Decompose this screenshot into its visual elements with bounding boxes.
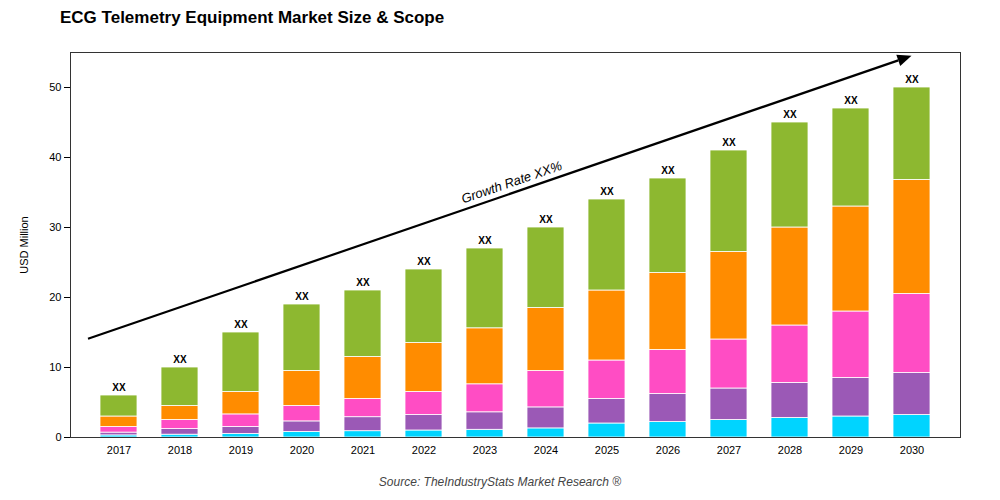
svg-text:XX: XX: [234, 319, 248, 330]
svg-text:XX: XX: [783, 109, 797, 120]
svg-text:2021: 2021: [351, 444, 375, 456]
svg-text:2028: 2028: [778, 444, 802, 456]
svg-text:2022: 2022: [412, 444, 436, 456]
svg-text:XX: XX: [356, 277, 370, 288]
svg-text:XX: XX: [295, 291, 309, 302]
svg-text:10: 10: [49, 361, 61, 373]
svg-text:2030: 2030: [900, 444, 924, 456]
html-text:ECG Telemetry Equipment Market: ECG Telemetry Equipment Market Size & Sc…: [60, 8, 445, 27]
svg-text:0: 0: [55, 431, 61, 443]
svg-text:2027: 2027: [717, 444, 741, 456]
svg-text:XX: XX: [478, 235, 492, 246]
svg-text:USD Million: USD Million: [18, 216, 30, 273]
svg-text:2025: 2025: [595, 444, 619, 456]
svg-text:XX: XX: [112, 382, 126, 393]
svg-text:XX: XX: [905, 74, 919, 85]
svg-text:XX: XX: [539, 214, 553, 225]
svg-text:2019: 2019: [229, 444, 253, 456]
html-text:Source: TheIndustryStats Marke: Source: TheIndustryStats Market Research…: [378, 475, 622, 489]
svg-text:XX: XX: [844, 95, 858, 106]
svg-text:20: 20: [49, 291, 61, 303]
svg-text:2023: 2023: [473, 444, 497, 456]
svg-text:50: 50: [49, 81, 61, 93]
svg-text:XX: XX: [173, 354, 187, 365]
svg-text:XX: XX: [600, 186, 614, 197]
svg-text:2026: 2026: [656, 444, 680, 456]
svg-text:2020: 2020: [290, 444, 314, 456]
svg-text:2017: 2017: [107, 444, 131, 456]
svg-text:40: 40: [49, 151, 61, 163]
svg-text:XX: XX: [661, 165, 675, 176]
svg-text:2029: 2029: [839, 444, 863, 456]
svg-text:XX: XX: [722, 137, 736, 148]
svg-text:2018: 2018: [168, 444, 192, 456]
svg-text:XX: XX: [417, 256, 431, 267]
svg-text:Growth Rate XX%: Growth Rate XX%: [459, 158, 564, 206]
svg-text:2024: 2024: [534, 444, 558, 456]
svg-text:30: 30: [49, 221, 61, 233]
